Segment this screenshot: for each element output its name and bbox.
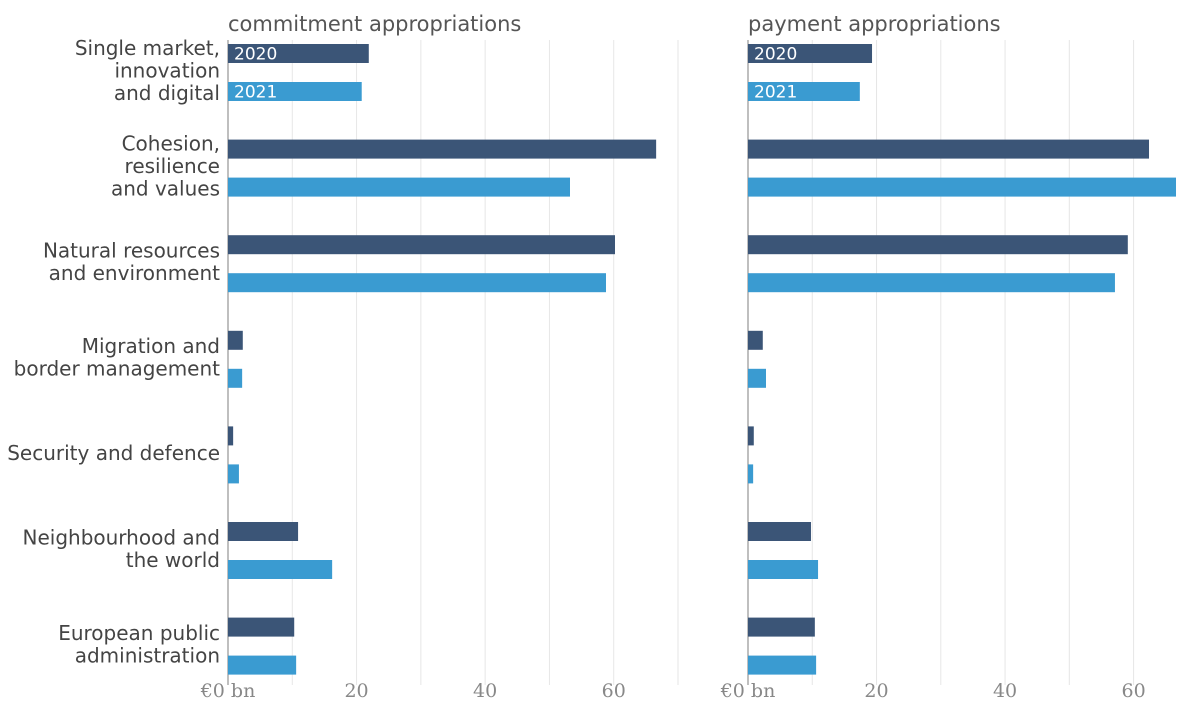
x-tick-label: 60 bbox=[602, 680, 626, 702]
bar bbox=[228, 273, 606, 293]
bar bbox=[748, 82, 860, 101]
x-tick-label: 40 bbox=[473, 680, 497, 702]
x-tick-label: 40 bbox=[993, 680, 1017, 702]
bar bbox=[748, 617, 815, 637]
bar bbox=[748, 330, 763, 350]
bar bbox=[748, 177, 1177, 197]
bar bbox=[228, 426, 234, 446]
bar bbox=[228, 464, 239, 484]
x-tick-label: €0 bn bbox=[200, 680, 256, 702]
category-label: and values bbox=[111, 177, 220, 201]
bar bbox=[228, 368, 243, 388]
x-tick-label: €0 bn bbox=[720, 680, 776, 702]
category-label: border management bbox=[14, 357, 221, 381]
bar bbox=[748, 139, 1150, 159]
category-label: Security and defence bbox=[7, 441, 220, 465]
bar bbox=[228, 560, 333, 579]
category-label: and environment bbox=[49, 261, 221, 285]
category-label: Cohesion, bbox=[122, 132, 220, 156]
bar bbox=[748, 273, 1115, 293]
category-label: Single market, bbox=[75, 36, 220, 60]
category-label: and digital bbox=[114, 81, 220, 105]
bar bbox=[228, 655, 297, 675]
x-tick-label: 20 bbox=[864, 680, 888, 702]
category-label: Neighbourhood and bbox=[23, 525, 221, 549]
bar bbox=[228, 330, 243, 350]
bar bbox=[228, 177, 570, 197]
bar bbox=[228, 44, 369, 63]
panel-title: payment appropriations bbox=[748, 12, 1001, 36]
bar bbox=[228, 82, 362, 101]
bar bbox=[748, 368, 766, 388]
panel-title: commitment appropriations bbox=[228, 12, 521, 36]
bar bbox=[748, 560, 819, 579]
legend-label: 2020 bbox=[234, 45, 277, 65]
bar bbox=[228, 139, 657, 159]
x-tick-label: 60 bbox=[1121, 680, 1145, 702]
category-label: resilience bbox=[125, 154, 220, 178]
legend-label: 2021 bbox=[234, 83, 277, 103]
category-label: the world bbox=[126, 548, 220, 572]
bar bbox=[748, 44, 873, 63]
legend-label: 2020 bbox=[754, 45, 797, 65]
category-label: administration bbox=[75, 643, 220, 667]
category-label: Migration and bbox=[82, 334, 220, 358]
bar bbox=[228, 235, 615, 255]
bar bbox=[748, 522, 811, 541]
bar bbox=[748, 464, 754, 484]
bar bbox=[748, 655, 817, 675]
legend-label: 2021 bbox=[754, 83, 797, 103]
category-label: Natural resources bbox=[43, 238, 220, 262]
bar bbox=[228, 522, 299, 541]
category-label: European public bbox=[58, 621, 220, 645]
bar bbox=[748, 426, 754, 446]
bar bbox=[748, 235, 1128, 255]
category-label: innovation bbox=[114, 59, 220, 83]
bar bbox=[228, 617, 295, 637]
x-tick-label: 20 bbox=[344, 680, 368, 702]
